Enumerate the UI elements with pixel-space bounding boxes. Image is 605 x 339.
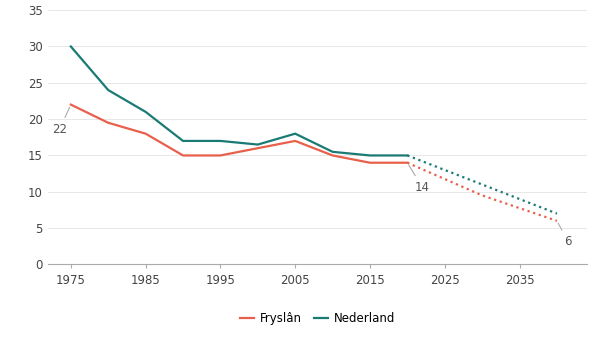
Text: 14: 14: [409, 165, 430, 194]
Text: 6: 6: [558, 223, 572, 248]
Legend: Fryslân, Nederland: Fryslân, Nederland: [235, 307, 400, 330]
Text: 22: 22: [52, 107, 70, 136]
